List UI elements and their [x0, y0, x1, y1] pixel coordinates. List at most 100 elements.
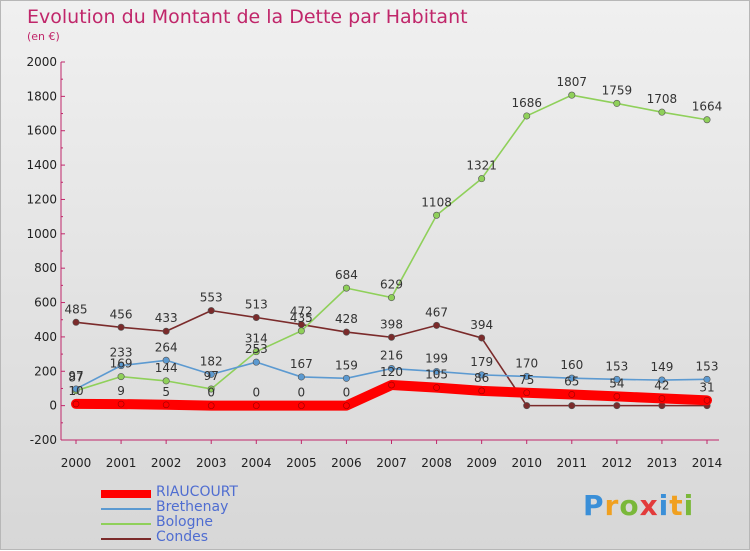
- data-point-brethenay: [162, 356, 170, 364]
- data-label-condes: 428: [335, 312, 358, 326]
- data-label-brethenay: 170: [515, 356, 538, 370]
- data-point-bologne: [252, 348, 260, 356]
- data-label-condes: 513: [245, 297, 268, 311]
- data-point-brethenay: [433, 367, 441, 375]
- x-tick-label: 2006: [331, 456, 362, 470]
- data-label-brethenay: 167: [290, 357, 313, 371]
- data-label-brethenay: 160: [560, 358, 583, 372]
- data-point-bologne: [523, 112, 531, 120]
- data-label-condes: 467: [425, 305, 448, 319]
- x-tick-label: 2014: [692, 456, 723, 470]
- data-point-brethenay: [297, 373, 305, 381]
- data-point-riaucourt: [207, 402, 215, 409]
- legend-label-riaucourt: RIAUCOURT: [156, 484, 238, 500]
- data-label-riaucourt: 10: [68, 384, 83, 398]
- legend-swatch-brethenay: [101, 508, 151, 510]
- data-point-brethenay: [523, 372, 531, 380]
- data-point-bologne: [613, 99, 621, 107]
- data-label-brethenay: 182: [200, 354, 223, 368]
- proxiti-logo: Proxiti: [583, 489, 694, 522]
- data-point-condes: [252, 313, 260, 321]
- chart-title: Evolution du Montant de la Dette par Hab…: [27, 6, 468, 28]
- data-point-riaucourt: [72, 400, 80, 408]
- data-point-bologne: [207, 385, 215, 393]
- legend-label-condes: Condes: [156, 529, 209, 545]
- data-point-bologne: [568, 91, 576, 99]
- data-label-brethenay: 159: [335, 358, 358, 372]
- data-label-bologne: 1664: [692, 100, 723, 114]
- data-label-bologne: 629: [380, 278, 403, 292]
- x-tick-label: 2004: [241, 456, 272, 470]
- data-label-brethenay: 264: [155, 340, 178, 354]
- data-point-brethenay: [387, 365, 395, 373]
- x-tick-label: 2013: [647, 456, 678, 470]
- data-point-brethenay: [72, 385, 80, 393]
- x-tick-label: 2009: [466, 456, 497, 470]
- data-point-riaucourt: [433, 384, 440, 391]
- data-point-riaucourt: [162, 401, 170, 409]
- data-point-bologne: [658, 108, 666, 116]
- x-tick-label: 2002: [151, 456, 182, 470]
- data-point-condes: [342, 328, 350, 336]
- legend-label-brethenay: Brethenay: [156, 499, 229, 515]
- data-label-riaucourt: 105: [425, 368, 448, 382]
- data-label-brethenay: 97: [68, 369, 83, 383]
- data-point-brethenay: [252, 358, 260, 366]
- axes: -200020040060080010001200140016001800200…: [26, 55, 722, 470]
- data-point-condes: [207, 307, 215, 315]
- data-point-riaucourt: [523, 389, 531, 397]
- data-label-riaucourt: 86: [474, 371, 489, 385]
- data-point-riaucourt: [658, 395, 666, 402]
- data-label-riaucourt: 0: [252, 386, 260, 400]
- data-label-brethenay: 153: [605, 359, 628, 373]
- data-label-condes: 456: [110, 307, 133, 321]
- data-point-condes: [478, 334, 486, 342]
- data-point-brethenay: [568, 374, 576, 382]
- data-point-riaucourt: [117, 400, 125, 408]
- legend: RIAUCOURT Brethenay Bologne Condes: [101, 484, 301, 546]
- data-label-brethenay: 179: [470, 355, 493, 369]
- logo-letter: i: [683, 489, 695, 522]
- data-label-condes: 433: [155, 311, 178, 325]
- data-point-condes: [72, 318, 80, 326]
- data-label-bologne: 1686: [511, 96, 542, 110]
- data-label-condes: 553: [200, 291, 223, 305]
- y-tick-label: 400: [34, 330, 57, 344]
- data-label-riaucourt: 65: [564, 374, 579, 388]
- data-label-bologne: 1708: [647, 92, 678, 106]
- x-tick-label: 2008: [421, 456, 452, 470]
- legend-item-bologne: Bologne: [101, 514, 301, 531]
- y-tick-label: 2000: [26, 55, 57, 69]
- y-tick-label: 1000: [26, 227, 57, 241]
- x-tick-label: 2011: [557, 456, 588, 470]
- data-label-bologne: 1321: [466, 159, 497, 173]
- data-point-bologne: [117, 373, 125, 381]
- data-label-bologne: 97: [204, 369, 219, 383]
- legend-swatch-condes: [101, 538, 151, 540]
- data-label-condes: 472: [290, 305, 313, 319]
- data-point-brethenay: [613, 375, 621, 383]
- data-point-riaucourt: [568, 391, 576, 398]
- data-label-bologne: 1759: [602, 83, 633, 97]
- data-label-brethenay: 149: [650, 360, 673, 374]
- data-point-condes: [117, 323, 125, 331]
- data-point-brethenay: [658, 376, 666, 384]
- y-tick-label: 0: [49, 399, 57, 413]
- data-point-riaucourt: [703, 397, 711, 404]
- logo-letter: x: [639, 489, 659, 522]
- logo-letter: P: [583, 489, 605, 522]
- y-tick-label: 1800: [26, 89, 57, 103]
- legend-swatch-riaucourt: [101, 490, 151, 498]
- y-tick-label: 1200: [26, 192, 57, 206]
- data-label-riaucourt: 0: [343, 386, 351, 400]
- x-tick-label: 2007: [376, 456, 407, 470]
- data-label-bologne: 87: [68, 371, 83, 385]
- chart-subtitle: (en €): [27, 30, 60, 43]
- data-point-riaucourt: [388, 381, 395, 389]
- data-point-riaucourt: [298, 402, 305, 409]
- data-label-riaucourt: 5: [162, 385, 170, 399]
- data-label-riaucourt: 54: [609, 376, 624, 390]
- data-label-riaucourt: 0: [207, 386, 215, 400]
- data-point-riaucourt: [613, 393, 621, 400]
